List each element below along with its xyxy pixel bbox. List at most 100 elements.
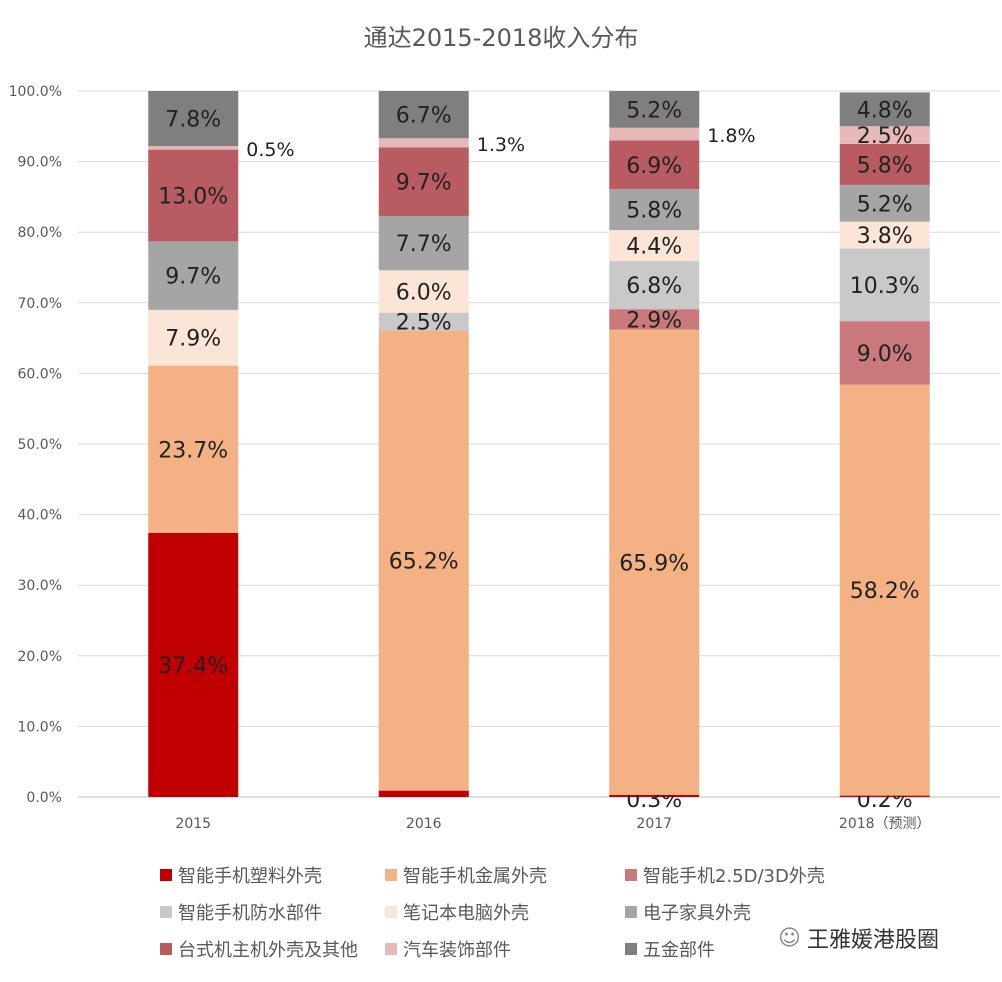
legend-swatch bbox=[385, 906, 397, 918]
bar-segment bbox=[609, 794, 700, 797]
data-label: 37.4% bbox=[158, 654, 228, 679]
legend-swatch bbox=[625, 943, 637, 955]
legend-item: 五金部件 bbox=[625, 936, 715, 962]
legend-label: 智能手机塑料外壳 bbox=[178, 866, 322, 887]
data-label: 6.7% bbox=[396, 104, 452, 129]
bar-segment bbox=[378, 270, 469, 313]
legend-item: 智能手机2.5D/3D外壳 bbox=[625, 862, 825, 888]
data-label: 2.5% bbox=[396, 311, 452, 336]
data-label: 1.8% bbox=[707, 125, 755, 147]
legend-item: 电子家具外壳 bbox=[625, 899, 751, 925]
y-tick-label: 100.0% bbox=[9, 84, 62, 100]
bar-segment bbox=[839, 143, 930, 185]
bar-segment bbox=[839, 221, 930, 249]
y-tick-label: 0.0% bbox=[26, 790, 62, 806]
data-label: 7.9% bbox=[165, 327, 221, 352]
data-label: 65.9% bbox=[619, 551, 689, 576]
bar-segment bbox=[378, 330, 469, 791]
data-label: 3.8% bbox=[857, 224, 913, 249]
data-label: 1.3% bbox=[477, 134, 525, 156]
x-tick-label: 2015 bbox=[175, 816, 211, 832]
bar-segment bbox=[609, 309, 700, 330]
legend-label: 智能手机2.5D/3D外壳 bbox=[643, 866, 825, 887]
legend-label: 笔记本电脑外壳 bbox=[403, 903, 529, 924]
data-label: 4.8% bbox=[857, 98, 913, 123]
x-tick-label: 2018（预测） bbox=[839, 816, 931, 832]
bar-segment bbox=[148, 146, 239, 150]
data-label: 7.7% bbox=[396, 232, 452, 257]
bar-segment bbox=[839, 92, 930, 127]
legend-item: 智能手机防水部件 bbox=[160, 899, 322, 925]
bar-segment bbox=[839, 126, 930, 144]
bar-segment bbox=[148, 309, 239, 366]
legend-item: 台式机主机外壳及其他 bbox=[160, 936, 358, 962]
bar-segment bbox=[609, 329, 700, 795]
y-tick-label: 60.0% bbox=[18, 366, 62, 382]
bar-segment bbox=[378, 312, 469, 331]
y-tick-label: 90.0% bbox=[18, 155, 62, 171]
watermark: ☺ 王雅媛港股圈 bbox=[778, 922, 939, 954]
data-label: 13.0% bbox=[158, 184, 228, 209]
data-label: 0.5% bbox=[246, 139, 294, 161]
y-tick-label: 50.0% bbox=[18, 437, 62, 453]
legend-item: 笔记本电脑外壳 bbox=[385, 899, 529, 925]
bar-segment bbox=[378, 91, 469, 139]
x-tick-label: 2016 bbox=[406, 816, 442, 832]
data-label: 9.0% bbox=[857, 342, 913, 367]
y-tick-label: 70.0% bbox=[18, 296, 62, 312]
bar-segment bbox=[148, 241, 239, 310]
bar-segment bbox=[609, 230, 700, 262]
bar-segment bbox=[148, 532, 239, 797]
legend-swatch bbox=[625, 869, 637, 881]
chart-title: 通达2015-2018收入分布 bbox=[363, 24, 639, 52]
bar-segment bbox=[378, 790, 469, 797]
legend-label: 智能手机金属外壳 bbox=[403, 866, 547, 887]
bar-segment bbox=[839, 795, 930, 798]
data-label: 5.8% bbox=[857, 153, 913, 178]
y-tick-label: 80.0% bbox=[18, 225, 62, 241]
y-tick-label: 30.0% bbox=[18, 578, 62, 594]
legend-swatch bbox=[385, 869, 397, 881]
legend-label: 台式机主机外壳及其他 bbox=[178, 940, 358, 961]
data-label: 10.3% bbox=[850, 274, 920, 299]
legend-item: 智能手机金属外壳 bbox=[385, 862, 547, 888]
legend-label: 五金部件 bbox=[643, 940, 715, 961]
data-label: 9.7% bbox=[165, 265, 221, 290]
data-label: 2.5% bbox=[857, 124, 913, 149]
bar-segment bbox=[609, 140, 700, 190]
bar-segment bbox=[378, 215, 469, 271]
bar-segment bbox=[609, 91, 700, 128]
data-label: 5.2% bbox=[857, 192, 913, 217]
y-tick-label: 20.0% bbox=[18, 649, 62, 665]
data-label: 23.7% bbox=[158, 438, 228, 463]
legend-swatch bbox=[160, 943, 172, 955]
bar-segment bbox=[148, 365, 239, 533]
data-label: 58.2% bbox=[850, 579, 920, 604]
data-label: 6.0% bbox=[396, 281, 452, 306]
y-tick-label: 10.0% bbox=[18, 719, 62, 735]
bar-segment bbox=[609, 261, 700, 310]
data-label: 5.2% bbox=[626, 98, 682, 123]
bar-segment bbox=[609, 127, 700, 141]
x-tick-label: 2017 bbox=[636, 816, 672, 832]
data-label: 5.8% bbox=[626, 199, 682, 224]
bar-segment bbox=[148, 91, 239, 147]
bar-segment bbox=[609, 189, 700, 231]
bar-segment bbox=[839, 248, 930, 322]
wechat-logo-icon: ☺ bbox=[778, 925, 801, 951]
legend-swatch bbox=[385, 943, 397, 955]
data-label: 7.8% bbox=[165, 108, 221, 133]
data-label: 6.8% bbox=[626, 274, 682, 299]
legend-label: 电子家具外壳 bbox=[643, 903, 751, 924]
data-label: 6.9% bbox=[626, 154, 682, 179]
legend-swatch bbox=[160, 869, 172, 881]
data-label: 4.4% bbox=[626, 235, 682, 260]
data-label: 65.2% bbox=[389, 549, 459, 574]
watermark-text: 王雅媛港股圈 bbox=[806, 928, 939, 953]
legend-label: 智能手机防水部件 bbox=[178, 903, 322, 924]
bar-segment bbox=[378, 138, 469, 148]
y-tick-label: 40.0% bbox=[18, 508, 62, 524]
legend-label: 汽车装饰部件 bbox=[403, 940, 511, 961]
